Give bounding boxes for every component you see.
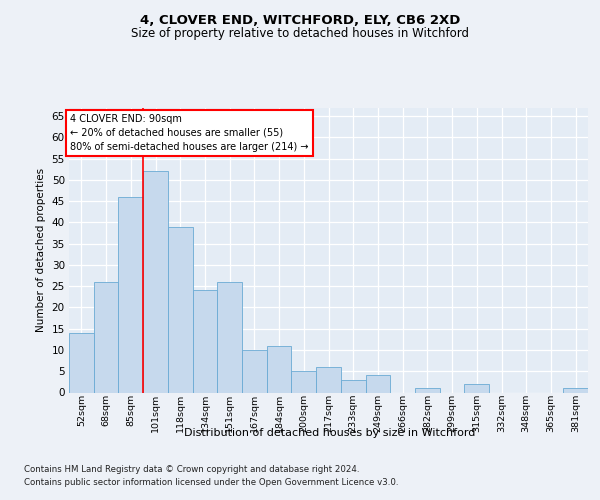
Text: 4, CLOVER END, WITCHFORD, ELY, CB6 2XD: 4, CLOVER END, WITCHFORD, ELY, CB6 2XD bbox=[140, 14, 460, 27]
Bar bbox=[69, 333, 94, 392]
Bar bbox=[341, 380, 365, 392]
Bar bbox=[143, 172, 168, 392]
Text: 4 CLOVER END: 90sqm
← 20% of detached houses are smaller (55)
80% of semi-detach: 4 CLOVER END: 90sqm ← 20% of detached ho… bbox=[70, 114, 309, 152]
Text: Contains public sector information licensed under the Open Government Licence v3: Contains public sector information licen… bbox=[24, 478, 398, 487]
Bar bbox=[316, 367, 341, 392]
Bar bbox=[242, 350, 267, 393]
Bar bbox=[292, 371, 316, 392]
Bar bbox=[464, 384, 489, 392]
Bar bbox=[168, 226, 193, 392]
Bar bbox=[365, 376, 390, 392]
Bar bbox=[193, 290, 217, 392]
Bar bbox=[118, 197, 143, 392]
Bar bbox=[267, 346, 292, 393]
Bar bbox=[217, 282, 242, 393]
Bar bbox=[94, 282, 118, 393]
Text: Size of property relative to detached houses in Witchford: Size of property relative to detached ho… bbox=[131, 28, 469, 40]
Text: Distribution of detached houses by size in Witchford: Distribution of detached houses by size … bbox=[184, 428, 476, 438]
Bar bbox=[563, 388, 588, 392]
Y-axis label: Number of detached properties: Number of detached properties bbox=[36, 168, 46, 332]
Bar bbox=[415, 388, 440, 392]
Text: Contains HM Land Registry data © Crown copyright and database right 2024.: Contains HM Land Registry data © Crown c… bbox=[24, 465, 359, 474]
